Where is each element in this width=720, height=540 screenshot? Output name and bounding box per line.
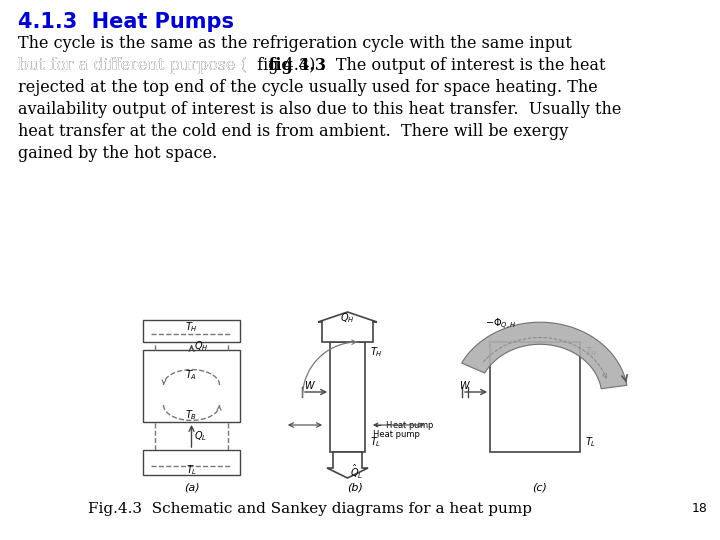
- Text: availability output of interest is also due to this heat transfer.  Usually the: availability output of interest is also …: [18, 101, 621, 118]
- Text: $T_L$: $T_L$: [370, 435, 382, 449]
- Text: $T_H$: $T_H$: [370, 345, 383, 359]
- Polygon shape: [318, 312, 377, 342]
- Text: $W$: $W$: [304, 379, 316, 391]
- Text: The cycle is the same as the refrigeration cycle with the same input: The cycle is the same as the refrigerati…: [18, 35, 572, 52]
- Text: but for a different purpose (: but for a different purpose (: [18, 57, 252, 74]
- Text: (a): (a): [184, 482, 200, 492]
- Text: $W$: $W$: [459, 379, 471, 391]
- Text: but for a different purpose (  fig 4.3) .  The output of interest is the heat: but for a different purpose ( fig 4.3) .…: [18, 57, 606, 74]
- Text: heat transfer at the cold end is from ambient.  There will be exergy: heat transfer at the cold end is from am…: [18, 123, 568, 140]
- Text: $\leftarrow$ Heat pump: $\leftarrow$ Heat pump: [373, 418, 434, 431]
- Text: $T_A$: $T_A$: [186, 368, 197, 382]
- Text: $T_L$: $T_L$: [186, 463, 197, 477]
- Text: (c): (c): [533, 482, 547, 492]
- Text: $Q_H$: $Q_H$: [194, 339, 209, 353]
- Text: 4.1.3  Heat Pumps: 4.1.3 Heat Pumps: [18, 12, 234, 32]
- Bar: [490, 342, 580, 452]
- Text: Heat pump: Heat pump: [373, 430, 420, 439]
- Text: $T_H$: $T_H$: [585, 345, 598, 359]
- Text: $Q_L$: $Q_L$: [194, 429, 207, 443]
- Text: 18: 18: [692, 502, 708, 515]
- Bar: [330, 342, 365, 452]
- Text: fig 4.3: fig 4.3: [263, 57, 326, 74]
- Text: $Q_H$: $Q_H$: [341, 311, 355, 325]
- Text: $T_H$: $T_H$: [185, 320, 198, 334]
- Text: $T_L$: $T_L$: [585, 435, 596, 449]
- Text: $T_B$: $T_B$: [186, 408, 197, 422]
- Polygon shape: [462, 322, 627, 389]
- Text: rejected at the top end of the cycle usually used for space heating. The: rejected at the top end of the cycle usu…: [18, 79, 598, 96]
- Bar: [143, 350, 240, 422]
- Text: (b): (b): [347, 482, 363, 492]
- Polygon shape: [327, 452, 368, 478]
- Bar: [143, 320, 240, 342]
- Text: Fig.4.3  Schematic and Sankey diagrams for a heat pump: Fig.4.3 Schematic and Sankey diagrams fo…: [88, 502, 532, 516]
- Bar: [143, 450, 240, 475]
- Text: $\hat{Q}_L$: $\hat{Q}_L$: [349, 463, 363, 481]
- Text: gained by the hot space.: gained by the hot space.: [18, 145, 217, 162]
- Text: $-\Phi_{Q,H}$: $-\Phi_{Q,H}$: [485, 316, 517, 332]
